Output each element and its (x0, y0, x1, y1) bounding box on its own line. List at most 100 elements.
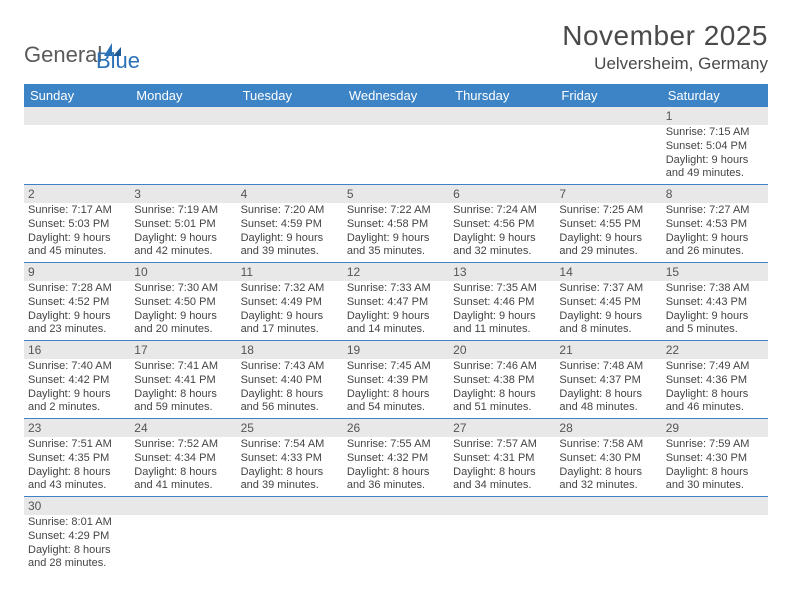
day-number (130, 107, 236, 125)
day-info: Sunrise: 7:30 AMSunset: 4:50 PMDaylight:… (130, 281, 236, 340)
title-block: November 2025 Uelversheim, Germany (562, 20, 768, 74)
day-number (237, 107, 343, 125)
week-row: 2345678Sunrise: 7:17 AMSunset: 5:03 PMDa… (24, 185, 768, 263)
day-info: Sunrise: 7:17 AMSunset: 5:03 PMDaylight:… (24, 203, 130, 262)
day-header-thursday: Thursday (449, 84, 555, 107)
day-info: Sunrise: 7:28 AMSunset: 4:52 PMDaylight:… (24, 281, 130, 340)
day-info: Sunrise: 7:20 AMSunset: 4:59 PMDaylight:… (237, 203, 343, 262)
week-row: 23242526272829Sunrise: 7:51 AMSunset: 4:… (24, 419, 768, 497)
day-info: Sunrise: 7:45 AMSunset: 4:39 PMDaylight:… (343, 359, 449, 418)
day-info: Sunrise: 7:15 AMSunset: 5:04 PMDaylight:… (662, 125, 768, 184)
day-number: 15 (662, 263, 768, 281)
day-info (237, 125, 343, 184)
week-row: 16171819202122 Sunrise: 7:40 AMSunset: 4:… (24, 341, 768, 419)
day-header-sunday: Sunday (24, 84, 130, 107)
day-info: Sunrise: 7:49 AMSunset: 4:36 PMDaylight:… (662, 359, 768, 418)
day-info: Sunrise: 7:33 AMSunset: 4:47 PMDaylight:… (343, 281, 449, 340)
day-number: 13 (449, 263, 555, 281)
day-info: Sunrise: 8:01 AMSunset: 4:29 PMDaylight:… (24, 515, 130, 574)
day-number: 11 (237, 263, 343, 281)
day-info (555, 515, 661, 574)
day-header-tuesday: Tuesday (237, 84, 343, 107)
day-number: 17 (130, 341, 236, 359)
day-number (555, 107, 661, 125)
day-number (343, 497, 449, 515)
day-number: 23 (24, 419, 130, 437)
week-row: 30Sunrise: 8:01 AMSunset: 4:29 PMDayligh… (24, 497, 768, 574)
day-header-friday: Friday (555, 84, 661, 107)
day-info: Sunrise: 7:19 AMSunset: 5:01 PMDaylight:… (130, 203, 236, 262)
day-info (449, 515, 555, 574)
day-number (130, 497, 236, 515)
day-number (449, 107, 555, 125)
day-number: 21 (555, 341, 661, 359)
day-info (662, 515, 768, 574)
day-info: Sunrise: 7:27 AMSunset: 4:53 PMDaylight:… (662, 203, 768, 262)
day-number: 24 (130, 419, 236, 437)
day-info: Sunrise: 7:54 AMSunset: 4:33 PMDaylight:… (237, 437, 343, 496)
day-number: 30 (24, 497, 130, 515)
day-info: Sunrise: 7:48 AMSunset: 4:37 PMDaylight:… (555, 359, 661, 418)
logo-text-blue: Blue (96, 48, 140, 74)
day-number: 18 (237, 341, 343, 359)
day-header-saturday: Saturday (662, 84, 768, 107)
day-info: Sunrise: 7:52 AMSunset: 4:34 PMDaylight:… (130, 437, 236, 496)
day-info (343, 125, 449, 184)
day-number: 1 (662, 107, 768, 125)
day-number: 5 (343, 185, 449, 203)
day-info: Sunrise: 7:38 AMSunset: 4:43 PMDaylight:… (662, 281, 768, 340)
day-number: 7 (555, 185, 661, 203)
day-header-wednesday: Wednesday (343, 84, 449, 107)
day-info: Sunrise: 7:35 AMSunset: 4:46 PMDaylight:… (449, 281, 555, 340)
day-number: 2 (24, 185, 130, 203)
day-number (237, 497, 343, 515)
day-number: 4 (237, 185, 343, 203)
day-info: Sunrise: 7:41 AMSunset: 4:41 PMDaylight:… (130, 359, 236, 418)
day-info: Sunrise: 7:40 AMSunset: 4:42 PMDaylight:… (24, 359, 130, 418)
day-number (555, 497, 661, 515)
day-number: 16 (24, 341, 130, 359)
day-info: Sunrise: 7:59 AMSunset: 4:30 PMDaylight:… (662, 437, 768, 496)
day-number: 8 (662, 185, 768, 203)
weeks-container: 1Sunrise: 7:15 AMSunset: 5:04 PMDaylight… (24, 107, 768, 574)
day-info (130, 515, 236, 574)
day-number (662, 497, 768, 515)
day-info (237, 515, 343, 574)
day-info: Sunrise: 7:25 AMSunset: 4:55 PMDaylight:… (555, 203, 661, 262)
day-info: Sunrise: 7:37 AMSunset: 4:45 PMDaylight:… (555, 281, 661, 340)
header: General Blue November 2025 Uelversheim, … (24, 20, 768, 76)
day-number: 26 (343, 419, 449, 437)
day-info (555, 125, 661, 184)
day-number: 27 (449, 419, 555, 437)
day-info: Sunrise: 7:22 AMSunset: 4:58 PMDaylight:… (343, 203, 449, 262)
month-title: November 2025 (562, 20, 768, 52)
day-info: Sunrise: 7:32 AMSunset: 4:49 PMDaylight:… (237, 281, 343, 340)
day-number (343, 107, 449, 125)
week-row: 9101112131415Sunrise: 7:28 AMSunset: 4:5… (24, 263, 768, 341)
location: Uelversheim, Germany (562, 54, 768, 74)
day-number: 3 (130, 185, 236, 203)
day-headers-row: Sunday Monday Tuesday Wednesday Thursday… (24, 84, 768, 107)
day-number: 12 (343, 263, 449, 281)
calendar: Sunday Monday Tuesday Wednesday Thursday… (24, 84, 768, 574)
day-number: 29 (662, 419, 768, 437)
day-info: Sunrise: 7:58 AMSunset: 4:30 PMDaylight:… (555, 437, 661, 496)
day-number: 10 (130, 263, 236, 281)
day-info (24, 125, 130, 184)
day-info: Sunrise: 7:43 AMSunset: 4:40 PMDaylight:… (237, 359, 343, 418)
day-info: Sunrise: 7:46 AMSunset: 4:38 PMDaylight:… (449, 359, 555, 418)
day-number: 20 (449, 341, 555, 359)
day-number (449, 497, 555, 515)
day-number: 28 (555, 419, 661, 437)
day-info (130, 125, 236, 184)
day-info: Sunrise: 7:55 AMSunset: 4:32 PMDaylight:… (343, 437, 449, 496)
day-info: Sunrise: 7:51 AMSunset: 4:35 PMDaylight:… (24, 437, 130, 496)
logo: General Blue (24, 34, 164, 76)
day-number: 14 (555, 263, 661, 281)
day-info: Sunrise: 7:24 AMSunset: 4:56 PMDaylight:… (449, 203, 555, 262)
day-number: 19 (343, 341, 449, 359)
logo-text-general: General (24, 42, 102, 68)
day-number: 22 (662, 341, 768, 359)
day-info (449, 125, 555, 184)
day-number (24, 107, 130, 125)
